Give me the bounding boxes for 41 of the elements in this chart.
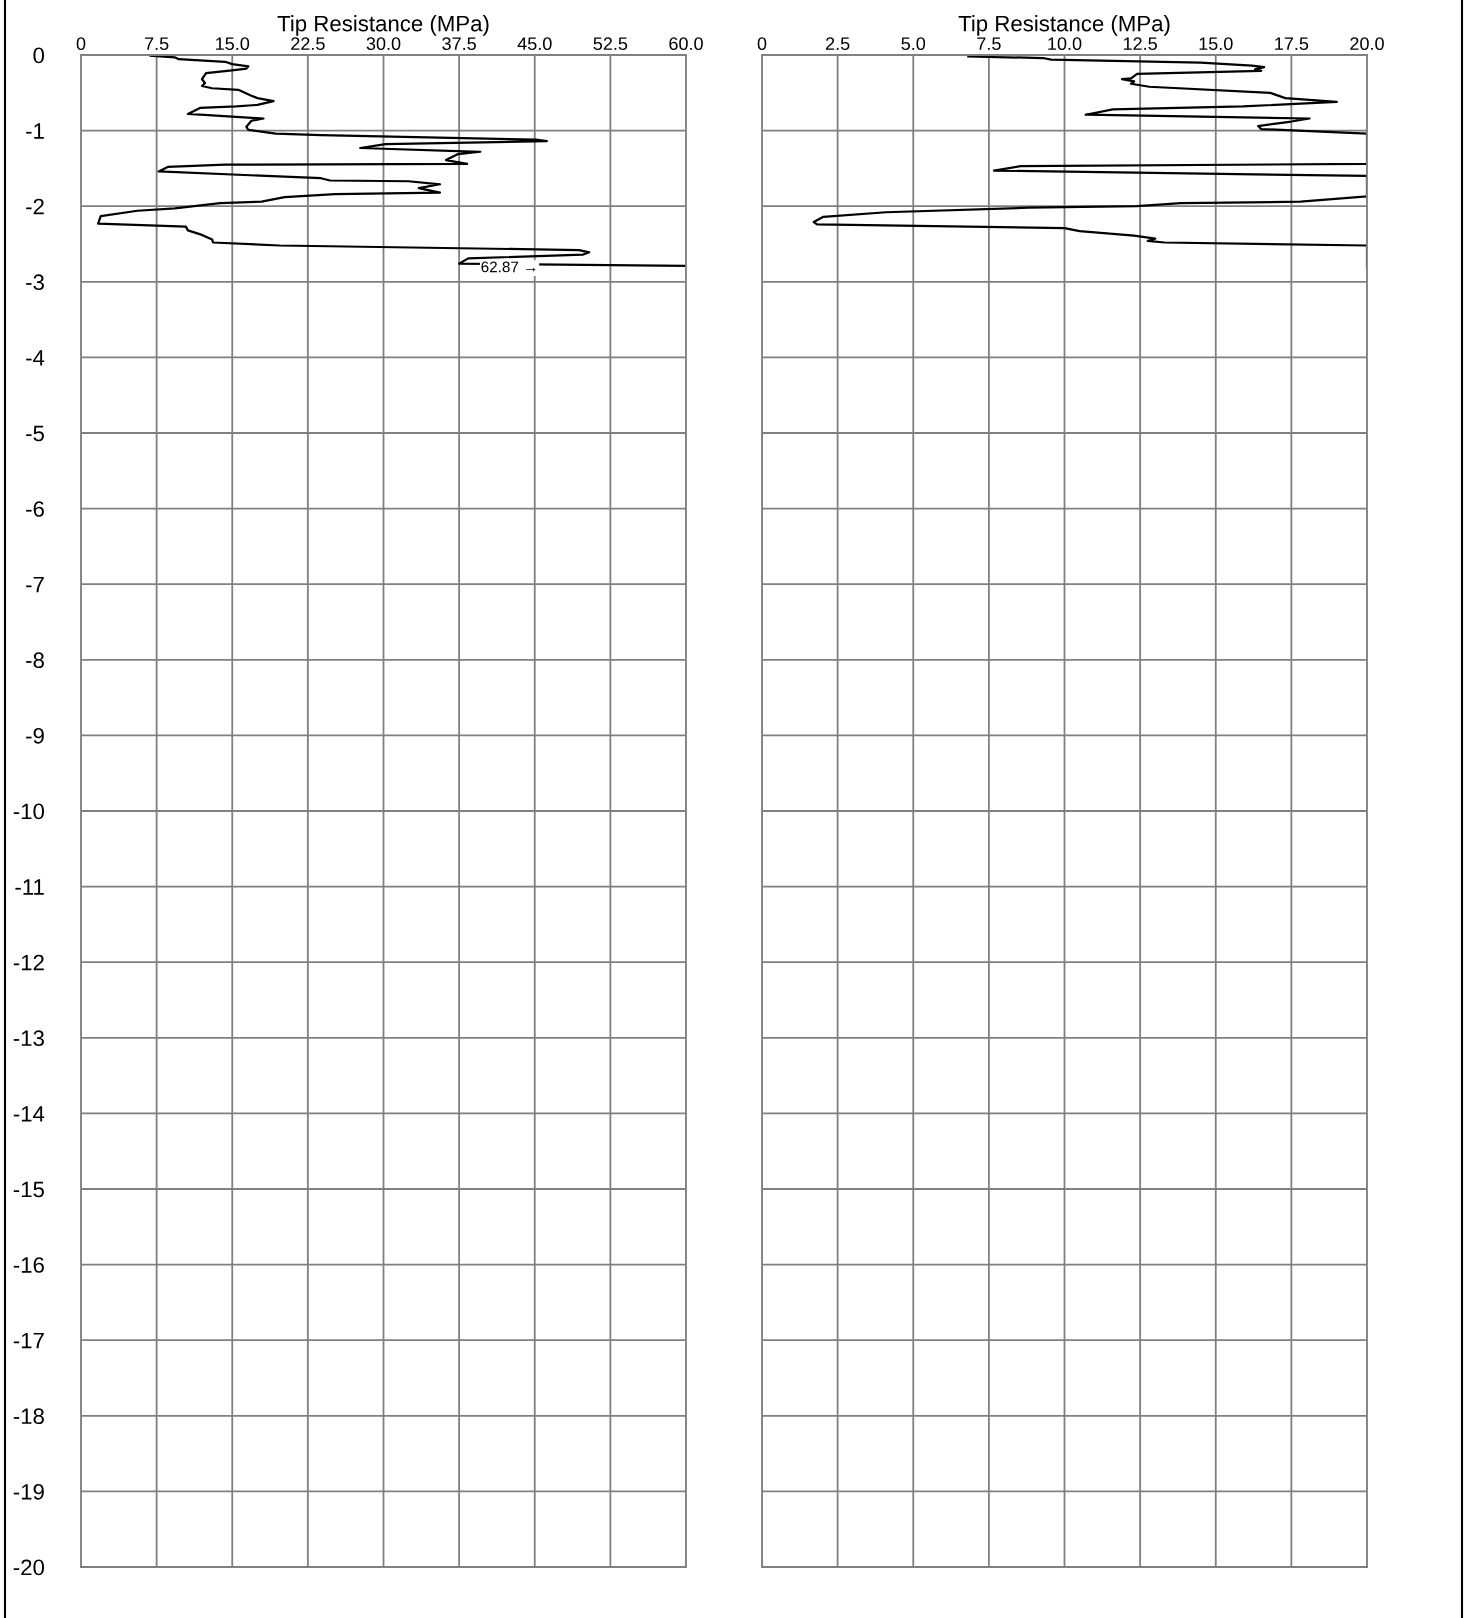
x-tick-label: 20.0 [1350,37,1384,51]
y-tick-label: -10 [13,803,45,820]
x-tick-label: 2.5 [825,37,850,51]
x-tick-label: 0 [757,37,767,51]
x-tick-label: 37.5 [442,37,476,51]
y-tick-label: -17 [13,1332,44,1349]
x-tick-label: 10.0 [1048,37,1082,51]
y-tick-label: -9 [26,727,44,744]
y-tick-label: -11 [15,879,44,895]
y-tick-label: -3 [26,274,44,291]
y-tick-label: -13 [13,1030,44,1047]
x-axis-title: Tip Resistance (MPa) [277,15,489,36]
y-tick-label: -15 [13,1181,44,1198]
y-tick-label: -8 [26,652,44,669]
y-tick-label: -6 [26,501,44,517]
x-tick-label: 15.0 [216,37,250,51]
x-tick-label: 0 [76,37,86,51]
y-tick-label: -1 [26,123,44,139]
x-tick-label: 7.5 [145,37,169,51]
x-tick-label: 30.0 [366,37,401,51]
y-tick-label: -19 [13,1483,44,1500]
y-tick-label: -7 [26,576,44,593]
y-tick-label: -14 [13,1106,45,1122]
x-tick-label: 15.0 [1199,37,1233,51]
x-tick-label: 22.5 [291,37,325,51]
y-tick-label: -16 [13,1257,44,1273]
x-tick-label: 60.0 [669,37,703,51]
y-tick-label: -4 [26,350,45,366]
y-tick-label: -20 [13,1559,45,1576]
x-tick-label: 5.0 [901,37,926,51]
x-tick-label: 7.5 [977,37,1001,51]
annotation: 62.87 → [481,261,536,273]
y-tick-label: -5 [26,425,44,442]
y-tick-label: -12 [13,954,44,971]
x-tick-label: 12.5 [1123,37,1157,51]
x-tick-label: 52.5 [593,37,628,51]
y-tick-label: -18 [13,1408,44,1425]
x-axis-title: Tip Resistance (MPa) [958,15,1170,36]
x-tick-label: 45.0 [517,37,552,51]
x-tick-label: 17.5 [1275,37,1309,51]
y-tick-label: -2 [26,198,44,215]
